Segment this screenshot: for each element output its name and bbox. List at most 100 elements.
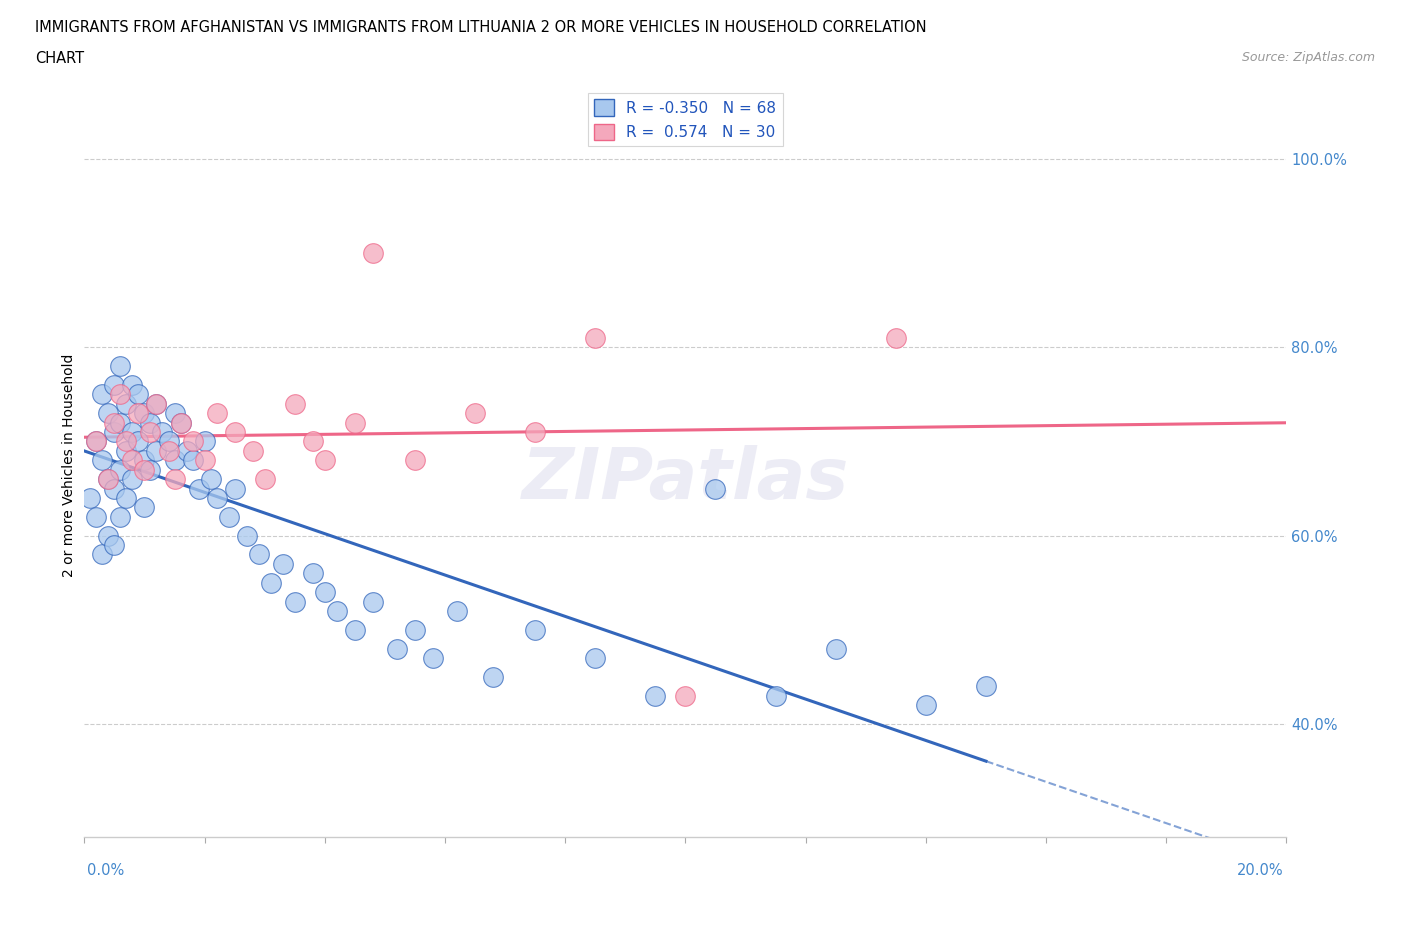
Point [97, 405, 120, 420]
Point [145, 444, 167, 458]
Point [134, 453, 156, 468]
Point [253, 472, 276, 486]
Point [194, 453, 217, 468]
Point [482, 670, 505, 684]
Point [404, 453, 426, 468]
Text: 20.0%: 20.0% [1237, 863, 1284, 878]
Point [583, 330, 606, 345]
Point [163, 472, 186, 486]
Point [205, 490, 228, 505]
Point [915, 698, 938, 712]
Point [145, 396, 167, 411]
Point [464, 405, 486, 420]
Point [152, 425, 174, 440]
Point [361, 594, 384, 609]
Point [301, 565, 323, 580]
Point [115, 434, 138, 449]
Point [224, 481, 246, 496]
Point [110, 510, 132, 525]
Point [139, 462, 162, 477]
Point [103, 481, 125, 496]
Point [224, 425, 246, 440]
Point [385, 641, 408, 656]
Point [103, 425, 125, 440]
Point [121, 425, 143, 440]
Point [194, 434, 217, 449]
Point [139, 415, 162, 430]
Point [824, 641, 846, 656]
Point [583, 651, 606, 666]
Point [157, 434, 180, 449]
Point [446, 604, 468, 618]
Point [187, 481, 209, 496]
Point [284, 594, 307, 609]
Y-axis label: 2 or more Vehicles in Household: 2 or more Vehicles in Household [62, 353, 76, 577]
Point [79, 490, 101, 505]
Point [884, 330, 907, 345]
Point [127, 405, 149, 420]
Point [163, 453, 186, 468]
Point [524, 622, 547, 637]
Point [169, 415, 191, 430]
Point [301, 434, 323, 449]
Point [145, 396, 167, 411]
Point [97, 528, 120, 543]
Point [97, 472, 120, 486]
Point [110, 387, 132, 402]
Point [343, 622, 366, 637]
Point [127, 434, 149, 449]
Point [134, 405, 156, 420]
Point [121, 472, 143, 486]
Point [176, 444, 198, 458]
Text: ZIPatlas: ZIPatlas [522, 445, 849, 514]
Point [326, 604, 349, 618]
Point [218, 510, 240, 525]
Point [97, 472, 120, 486]
Point [169, 415, 191, 430]
Point [704, 481, 727, 496]
Point [103, 538, 125, 552]
Text: Source: ZipAtlas.com: Source: ZipAtlas.com [1241, 51, 1375, 64]
Text: IMMIGRANTS FROM AFGHANISTAN VS IMMIGRANTS FROM LITHUANIA 2 OR MORE VEHICLES IN H: IMMIGRANTS FROM AFGHANISTAN VS IMMIGRANT… [35, 20, 927, 35]
Point [115, 444, 138, 458]
Point [115, 396, 138, 411]
Point [115, 490, 138, 505]
Point [86, 434, 108, 449]
Point [343, 415, 366, 430]
Point [284, 396, 307, 411]
Point [127, 387, 149, 402]
Point [181, 453, 204, 468]
Point [86, 510, 108, 525]
Point [91, 547, 114, 562]
Point [134, 462, 156, 477]
Point [121, 378, 143, 392]
Point [157, 444, 180, 458]
Point [103, 378, 125, 392]
Point [163, 405, 186, 420]
Point [524, 425, 547, 440]
Point [260, 576, 283, 591]
Point [91, 387, 114, 402]
Point [134, 500, 156, 515]
Point [314, 453, 336, 468]
Point [242, 444, 264, 458]
Point [200, 472, 222, 486]
Point [110, 359, 132, 374]
Point [121, 453, 143, 468]
Point [110, 415, 132, 430]
Legend: R = -0.350   N = 68, R =  0.574   N = 30: R = -0.350 N = 68, R = 0.574 N = 30 [588, 93, 783, 146]
Point [139, 425, 162, 440]
Point [103, 415, 125, 430]
Point [314, 585, 336, 600]
Text: CHART: CHART [35, 51, 84, 66]
Point [271, 556, 294, 571]
Point [91, 453, 114, 468]
Point [205, 405, 228, 420]
Point [86, 434, 108, 449]
Point [181, 434, 204, 449]
Point [765, 688, 787, 703]
Point [110, 462, 132, 477]
Point [422, 651, 444, 666]
Point [974, 679, 997, 694]
Point [247, 547, 270, 562]
